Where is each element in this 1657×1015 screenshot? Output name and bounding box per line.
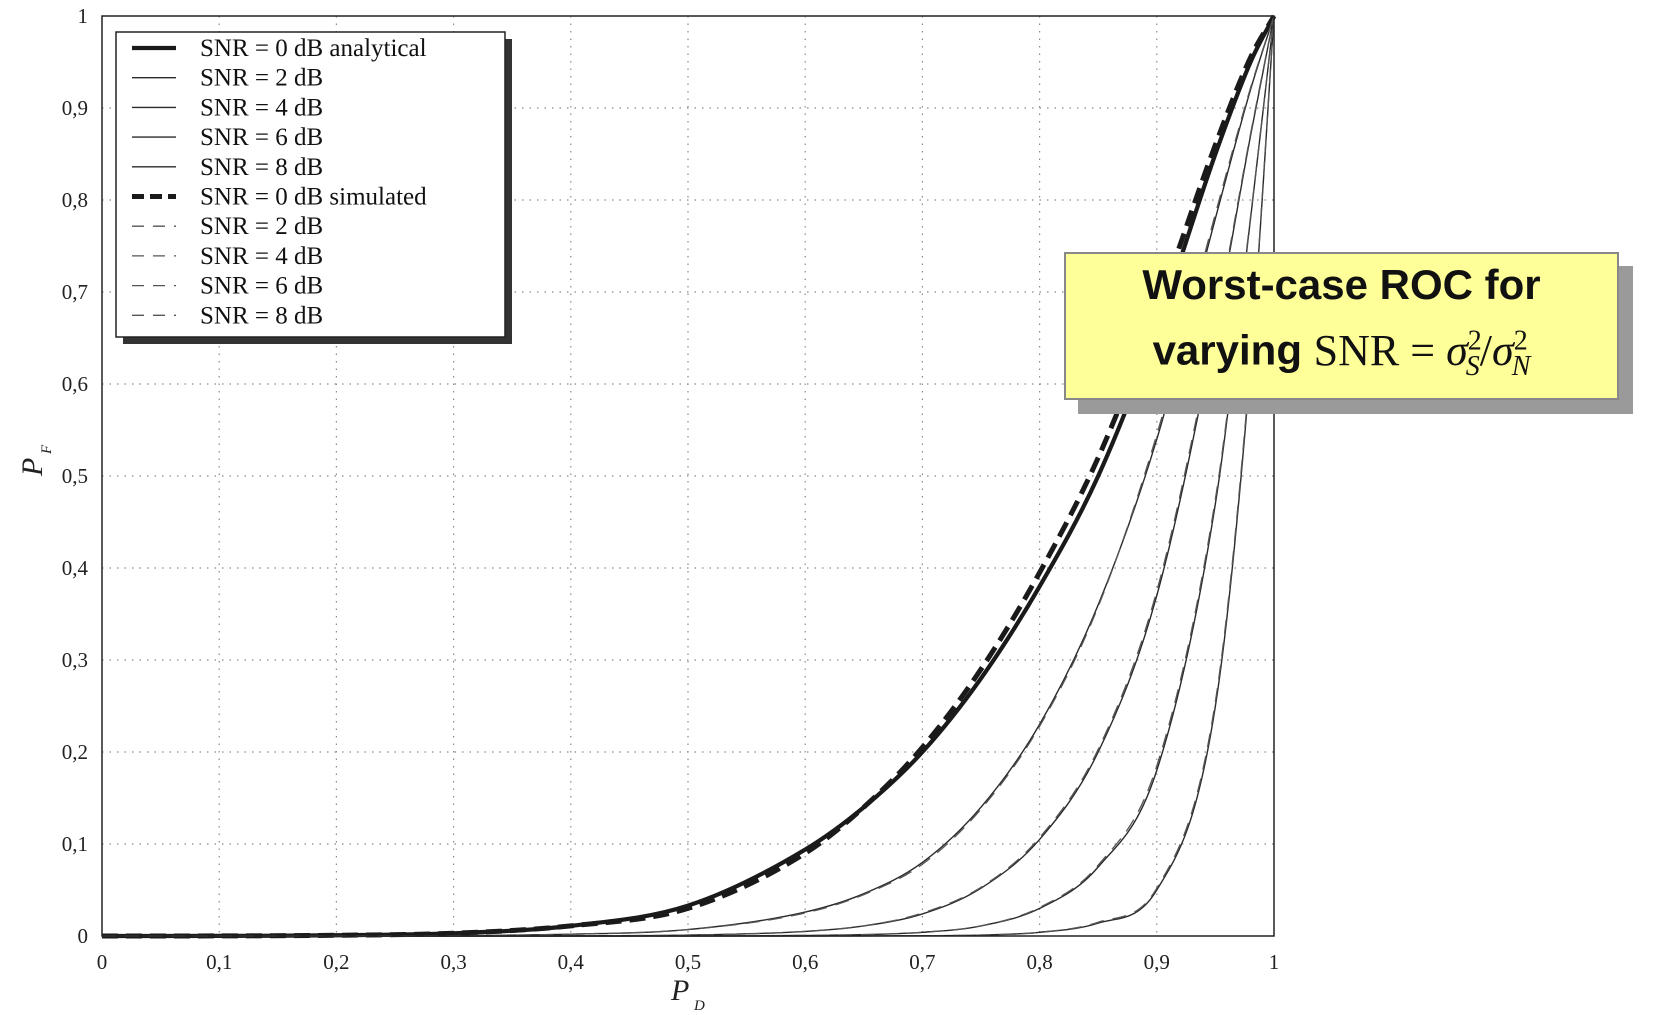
- legend-box: [115, 31, 506, 338]
- formula-sup-n: 2: [1513, 325, 1528, 357]
- formula-slash: /: [1479, 325, 1493, 375]
- formula-sub-s: S: [1465, 350, 1480, 382]
- x-tick-label: 1: [1269, 950, 1280, 974]
- y-tick-label: 0,5: [62, 464, 88, 488]
- y-tick-label: 0,7: [62, 280, 88, 304]
- y-tick-label: 1: [78, 4, 89, 28]
- y-tick-label: 0,3: [62, 648, 88, 672]
- legend-label: SNR = 0 dB analytical: [200, 35, 427, 62]
- y-tick-label: 0,2: [62, 740, 88, 764]
- y-tick-label: 0: [78, 924, 89, 948]
- callout-box: Worst-case ROC for varying SNR = σ2S/σ2N: [1064, 252, 1619, 400]
- legend-label: SNR = 4 dB: [200, 94, 323, 121]
- x-tick-label: 0,6: [792, 950, 818, 974]
- y-tick-label: 0,6: [62, 372, 88, 396]
- x-tick-label: 0,8: [1026, 950, 1052, 974]
- formula-sup-s: 2: [1467, 325, 1482, 357]
- y-tick-label: 0,1: [62, 832, 88, 856]
- x-tick-label: 0,3: [440, 950, 466, 974]
- callout-line-2: varying SNR = σ2S/σ2N: [1153, 313, 1531, 394]
- formula-sub-n: N: [1511, 350, 1531, 382]
- series-line-9: [102, 15, 1275, 937]
- x-tick-label: 0,2: [323, 950, 349, 974]
- x-tick-label: 0,1: [206, 950, 232, 974]
- legend-label: SNR = 2 dB: [200, 65, 323, 92]
- axis-ticks: 0 0,1 0,2 0,3 0,4 0,5 0,6 0,7 0,8 0,9 1 0 0,1 0,2 0,3 0…: [62, 4, 1280, 974]
- x-tick-label: 0,4: [558, 950, 585, 974]
- callout-varying: varying: [1152, 326, 1302, 374]
- formula-equals: =: [1410, 325, 1436, 375]
- x-tick-label: 0: [97, 950, 108, 974]
- legend-label: SNR = 8 dB: [200, 302, 323, 329]
- y-axis-label-subscript: F: [39, 444, 55, 455]
- legend-label: SNR = 6 dB: [200, 273, 323, 300]
- y-axis-label-main: P: [16, 458, 49, 477]
- series-line-6: [101, 14, 1277, 939]
- series-line-10: [102, 15, 1275, 937]
- x-tick-label: 0,9: [1144, 950, 1170, 974]
- callout-formula: SNR = σ2S/σ2N: [1313, 325, 1531, 381]
- x-axis-label-subscript: D: [693, 998, 705, 1014]
- y-tick-label: 0,9: [62, 96, 88, 120]
- legend-label: SNR = 0 dB simulated: [200, 184, 427, 211]
- legend-label: SNR = 4 dB: [200, 243, 323, 270]
- y-axis-label: P F: [16, 444, 55, 477]
- x-tick-label: 0,7: [909, 950, 935, 974]
- y-tick-label: 0,8: [62, 188, 88, 212]
- y-tick-label: 0,4: [62, 556, 89, 580]
- legend-label: SNR = 8 dB: [200, 154, 323, 181]
- x-tick-label: 0,5: [675, 950, 701, 974]
- callout-line-1: Worst-case ROC for: [1142, 261, 1541, 309]
- legend-label: SNR = 6 dB: [200, 124, 323, 151]
- formula-snr: SNR: [1313, 325, 1400, 375]
- plot-frame: [101, 15, 1275, 937]
- x-axis-label-main: P: [670, 974, 689, 1007]
- formula-sigma-s: σ: [1446, 325, 1468, 375]
- legend-label: SNR = 2 dB: [200, 213, 323, 240]
- x-axis-label: P D: [670, 974, 705, 1014]
- formula-sigma-n: σ: [1492, 325, 1514, 375]
